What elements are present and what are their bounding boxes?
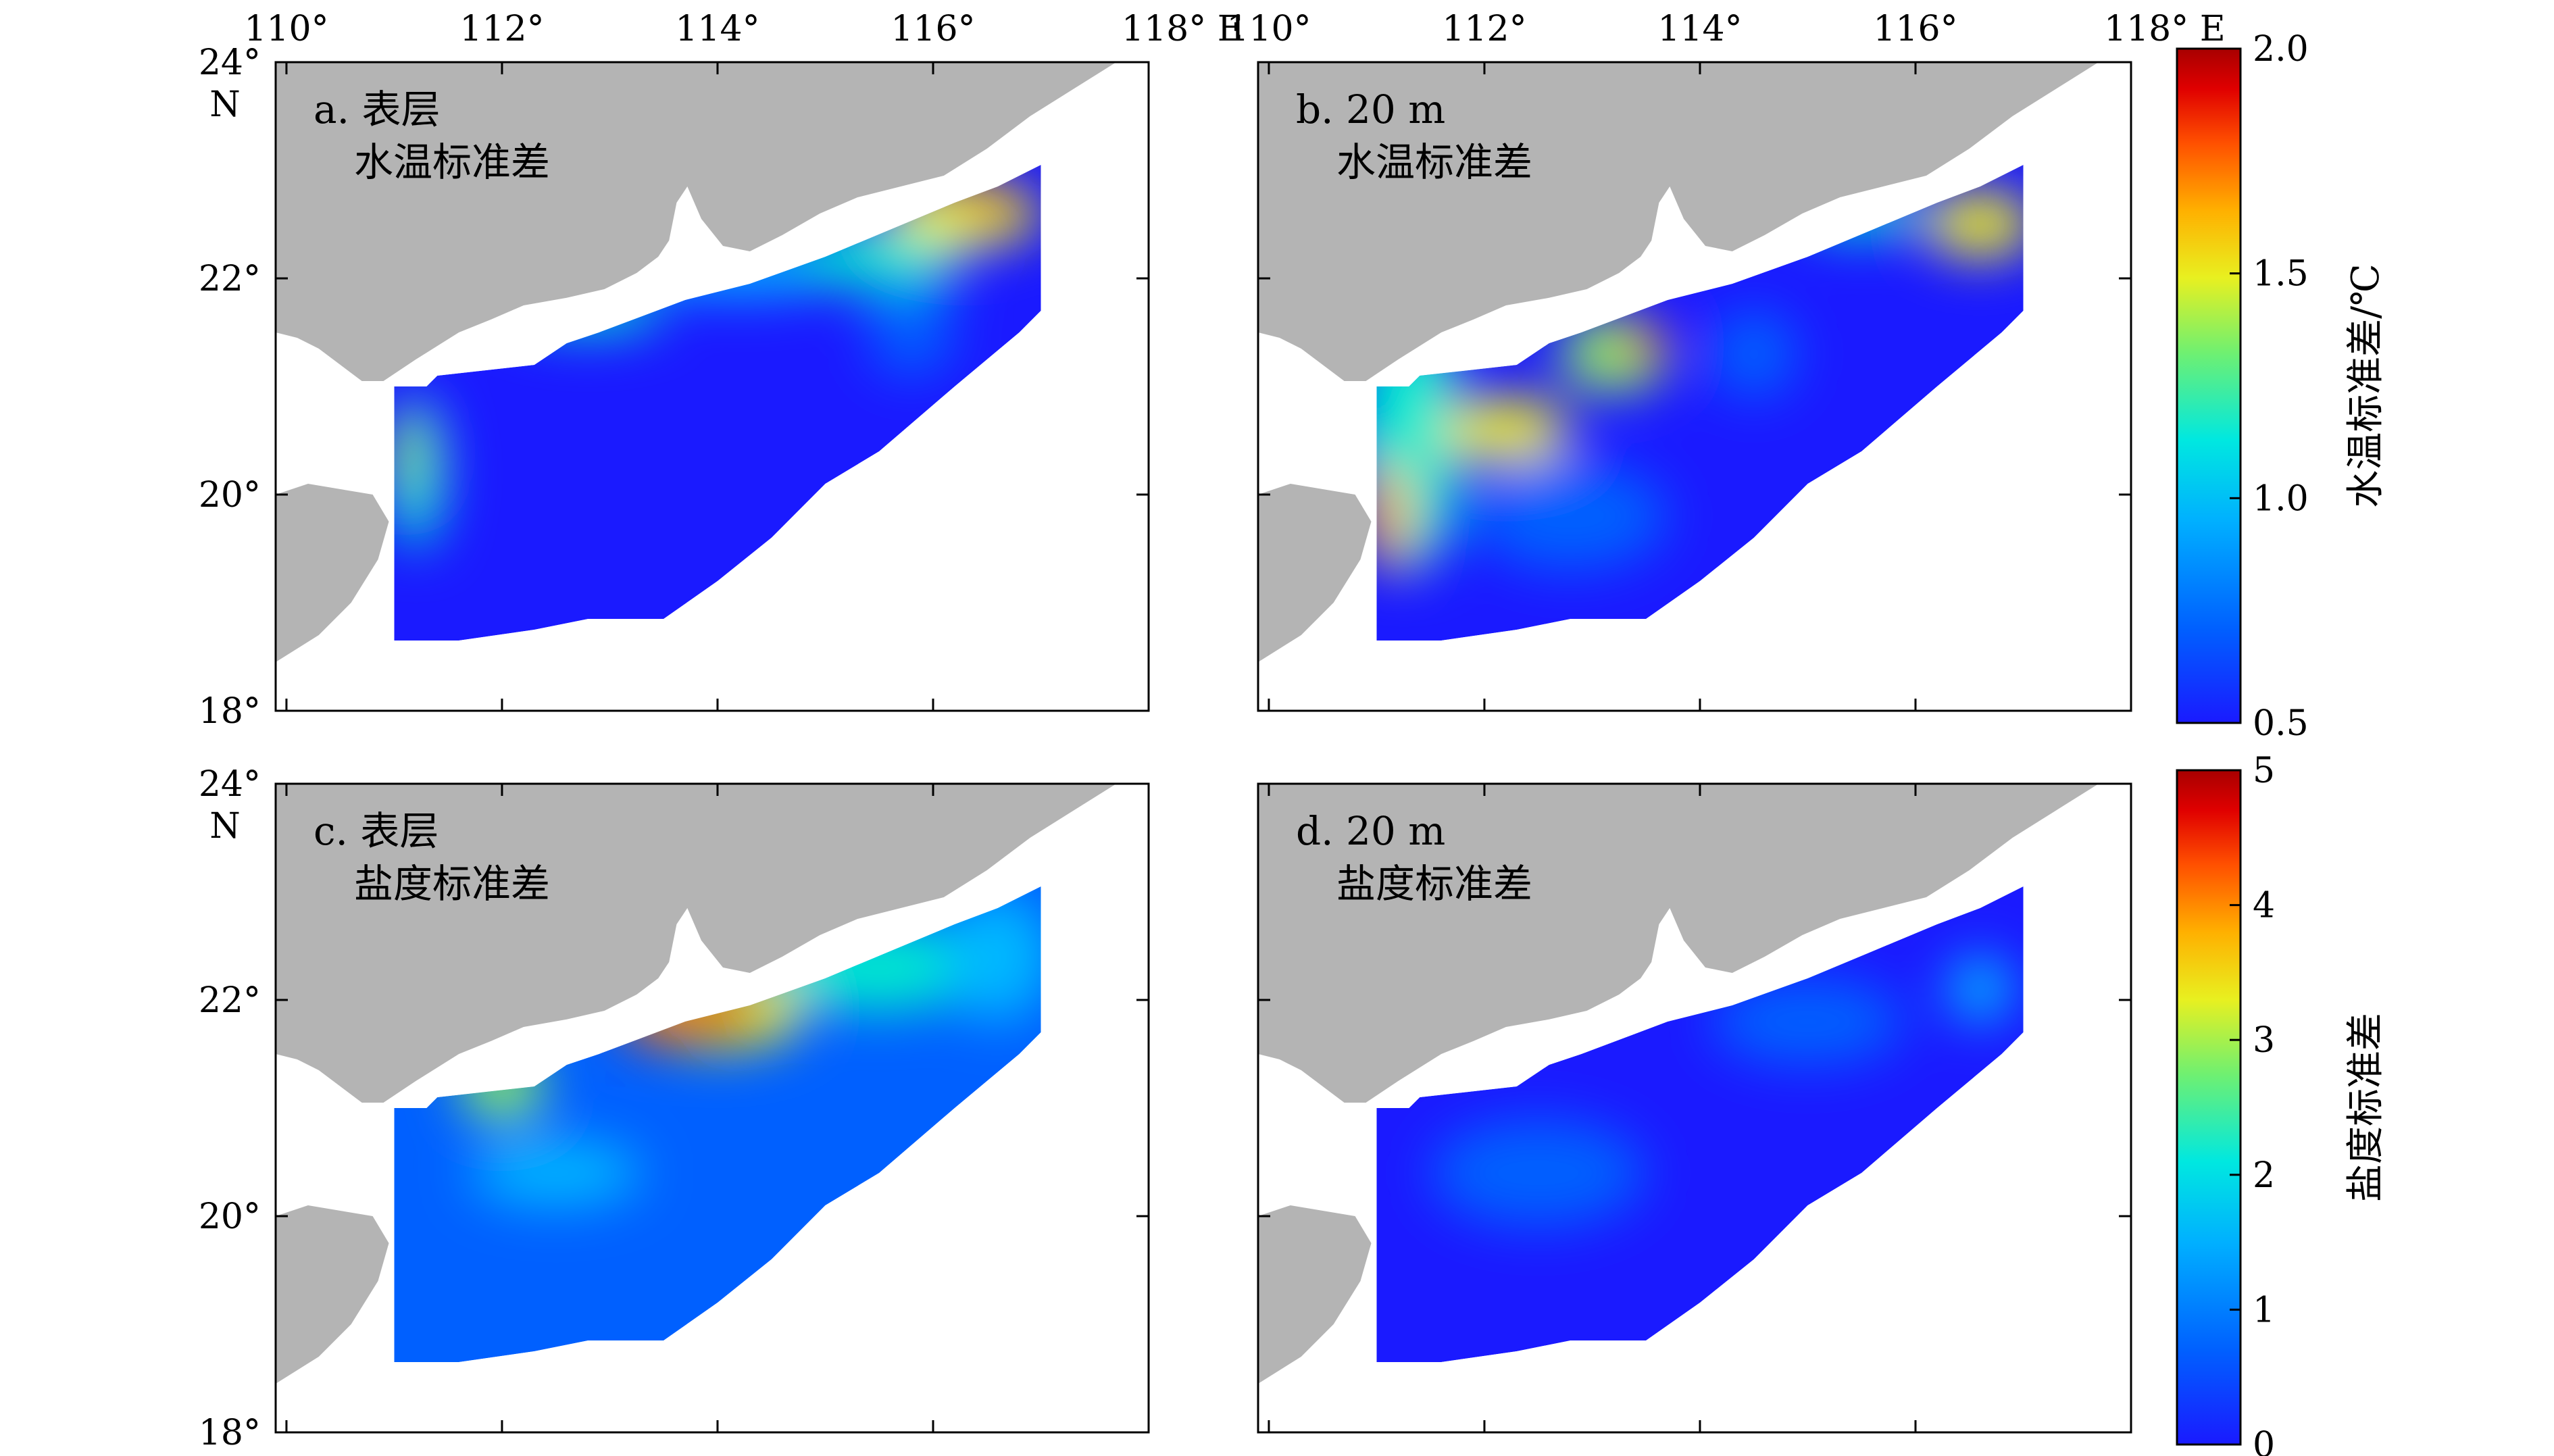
land-mainland [276,62,1117,381]
land-hainan [1258,484,1372,662]
field-anomaly [1926,192,2024,257]
panel-sublabel: 水温标准差 [354,139,550,185]
field-anomaly [470,1140,643,1205]
land-hainan [1258,1205,1372,1384]
field-anomaly [1710,978,1905,1065]
panel-label: d. 20 m [1296,808,1445,854]
field-anomaly [1624,327,1668,359]
std-dev-field [394,886,1041,1362]
land-mainland [276,784,1117,1103]
land-mainland [1258,784,2099,1103]
field-anomaly [868,289,955,376]
lon-tick-label: 114° [675,9,759,49]
field-anomaly [1474,462,1668,570]
lat-tick-label: 18° [199,1413,261,1453]
field-anomaly [394,413,422,489]
map-panel-d: d. 20 m 盐度标准差 [1257,782,2132,1434]
lon-tick-label: 116° [891,9,975,49]
land-mainland [1258,62,2099,381]
colorbar-tick-label: 2 [2253,1155,2275,1196]
colorbar-gradient [2176,769,2242,1446]
lat-tick-label: 22° [199,259,261,299]
north-label: N [209,806,241,847]
colorbar-tick-label: 0 [2253,1425,2275,1456]
field-anomaly [1441,397,1571,462]
panel-label: a. 表层 [314,86,440,132]
panel-sublabel: 水温标准差 [1336,139,1532,185]
colorbar-label: 水温标准差/℃ [2344,263,2388,508]
colorbar-tick-label: 2.0 [2253,29,2309,70]
colorbar-gradient [2176,47,2242,724]
panel-label: c. 表层 [314,808,439,854]
colorbar-tick-label: 0.5 [2253,703,2309,744]
panel-sublabel: 盐度标准差 [354,861,550,907]
panel-frame [274,61,1150,712]
colorbar-salinity: 5 4 3 2 1 0 盐度标准差 [2176,751,2388,1456]
north-label: N [209,84,241,125]
lat-tick-label: 18° [199,691,261,732]
lon-tick-label: 112° [459,9,544,49]
panel-sublabel: 盐度标准差 [1336,861,1532,907]
colorbar-tick-label: 3 [2253,1020,2275,1061]
lon-tick-label: 114° [1657,9,1742,49]
colorbar-tick-label: 1.5 [2253,254,2309,295]
lon-tick-label: 112° [1442,9,1526,49]
lon-tick-label: 118° E [1122,9,1243,49]
panel-frame [274,782,1150,1434]
field-anomaly [943,892,1041,1022]
colorbar-tick-label: 4 [2253,886,2275,926]
lat-tick-label: 20° [199,475,261,516]
lat-tick-label: 24° [199,43,261,83]
field-anomaly [1376,462,1409,570]
lat-tick-label: 20° [199,1197,261,1237]
land-hainan [276,484,389,662]
field-anomaly [1947,957,2013,1022]
lon-tick-label: 116° [1873,9,1957,49]
field-anomaly [1710,311,1797,397]
panel-label: b. 20 m [1296,86,1445,132]
std-dev-field [1376,886,2024,1362]
colorbar-label: 盐度标准差 [2344,1013,2388,1202]
colorbar-tick-label: 5 [2253,751,2275,791]
lon-tick-label: 110° [244,9,328,49]
colorbar-tick-label: 1.0 [2253,478,2309,519]
land-hainan [276,1205,389,1384]
map-panel-b: 110° 112° 114° 116° 118° E b. 20 m 水温标准差 [1226,9,2226,712]
colorbar-temperature: 2.0 1.5 1.0 0.5 水温标准差/℃ [2176,29,2388,744]
lon-tick-label: 110° [1226,9,1311,49]
map-panel-a: 110° 112° 114° 116° 118° E 24° 22° 20° 18° N a. 表层… [199,9,1243,732]
lat-tick-label: 24° [199,764,261,805]
colorbar-tick-label: 1 [2253,1290,2275,1330]
lat-tick-label: 22° [199,980,261,1021]
panel-frame [1257,782,2132,1434]
field-anomaly [1430,1119,1647,1227]
panel-frame [1257,61,2132,712]
lon-tick-label: 118° E [2104,9,2226,49]
